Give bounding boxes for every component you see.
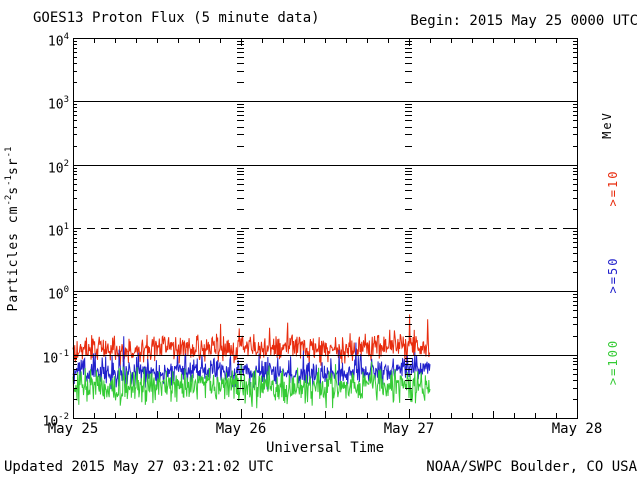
series-trace <box>72 314 431 367</box>
y-tick-label: 103 <box>47 95 69 113</box>
series-label-ge50: >=50 <box>606 256 620 294</box>
begin-time-label: Begin: 2015 May 25 0000 UTC <box>410 13 638 29</box>
y-tick-label: 101 <box>47 222 69 240</box>
y-tick-label: 102 <box>47 158 69 176</box>
plot-border <box>73 38 578 419</box>
unit-label-mev: MeV <box>600 111 614 139</box>
series-label-ge10: >=10 <box>606 169 620 207</box>
series-label-ge100: >=100 <box>606 338 620 386</box>
source-attribution: NOAA/SWPC Boulder, CO USA <box>426 459 637 475</box>
x-tick-label: May 25 <box>47 421 99 437</box>
chart-title: GOES13 Proton Flux (5 minute data) <box>33 10 320 26</box>
y-tick-label: 10-1 <box>42 348 70 366</box>
y-tick-label: 104 <box>47 32 69 50</box>
updated-timestamp: Updated 2015 May 27 03:21:02 UTC <box>4 459 274 475</box>
series-trace <box>72 361 431 409</box>
y-tick-label: 10-2 <box>42 412 70 430</box>
x-tick-label: May 26 <box>215 421 267 437</box>
y-tick-label: 100 <box>47 285 69 303</box>
x-tick-label: May 27 <box>383 421 435 437</box>
x-axis-label: Universal Time <box>265 440 385 456</box>
series-trace <box>72 336 431 390</box>
x-tick-label: May 28 <box>551 421 603 437</box>
